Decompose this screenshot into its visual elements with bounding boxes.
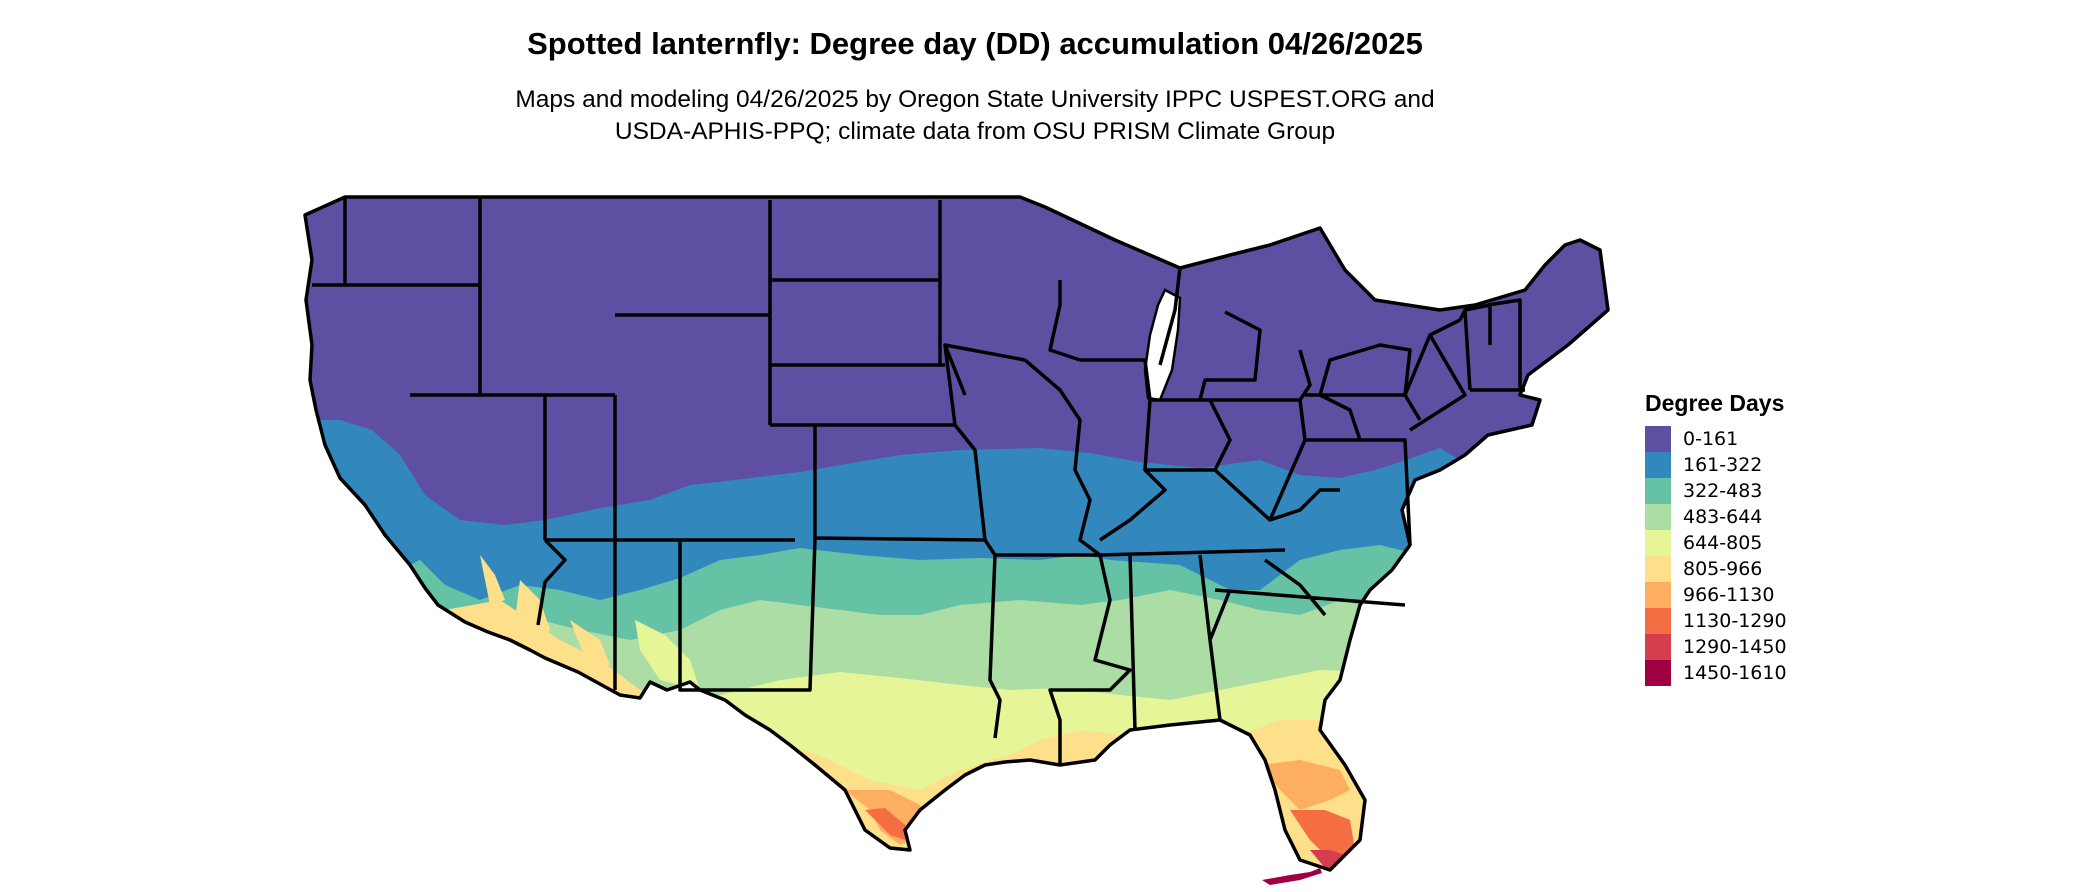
legend: Degree Days 0-161 161-322 322-483 483-644 64… xyxy=(1645,390,1787,686)
legend-label: 805-966 xyxy=(1683,558,1763,580)
legend-item: 161-322 xyxy=(1645,452,1787,478)
legend-label: 0-161 xyxy=(1683,428,1739,450)
legend-swatch xyxy=(1645,530,1671,556)
legend-label: 483-644 xyxy=(1683,506,1763,528)
legend-swatch xyxy=(1645,556,1671,582)
legend-label: 966-1130 xyxy=(1683,584,1775,606)
legend-swatch xyxy=(1645,634,1671,660)
legend-label: 161-322 xyxy=(1683,454,1763,476)
legend-label: 1130-1290 xyxy=(1683,610,1787,632)
legend-swatch xyxy=(1645,452,1671,478)
legend-title: Degree Days xyxy=(1645,390,1785,416)
legend-swatch xyxy=(1645,660,1671,686)
legend-label: 1290-1450 xyxy=(1683,636,1787,658)
legend-item: 1290-1450 xyxy=(1645,634,1787,660)
legend-label: 1450-1610 xyxy=(1683,662,1787,684)
legend-item: 1450-1610 xyxy=(1645,660,1787,686)
legend-swatch xyxy=(1645,478,1671,504)
legend-item: 322-483 xyxy=(1645,478,1787,504)
map-title: Spotted lanternfly: Degree day (DD) accu… xyxy=(527,26,1423,61)
legend-label: 322-483 xyxy=(1683,480,1763,502)
map-subtitle: Maps and modeling 04/26/2025 by Oregon S… xyxy=(0,84,1950,148)
legend-item: 805-966 xyxy=(1645,556,1787,582)
legend-item: 644-805 xyxy=(1645,530,1787,556)
florida-keys xyxy=(1262,868,1322,885)
legend-swatch xyxy=(1645,582,1671,608)
legend-item: 483-644 xyxy=(1645,504,1787,530)
legend-item: 1130-1290 xyxy=(1645,608,1787,634)
legend-label: 644-805 xyxy=(1683,532,1763,554)
legend-swatch xyxy=(1645,608,1671,634)
legend-swatch xyxy=(1645,426,1671,452)
legend-item: 0-161 xyxy=(1645,426,1787,452)
legend-item: 966-1130 xyxy=(1645,582,1787,608)
legend-swatch xyxy=(1645,504,1671,530)
state-borders xyxy=(303,195,1610,872)
legend-items: 0-161 161-322 322-483 483-644 644-805 805-966… xyxy=(1645,426,1787,686)
subtitle-line-2: USDA-APHIS-PPQ; climate data from OSU PR… xyxy=(614,118,1336,145)
subtitle-line-1: Maps and modeling 04/26/2025 by Oregon S… xyxy=(515,86,1435,113)
